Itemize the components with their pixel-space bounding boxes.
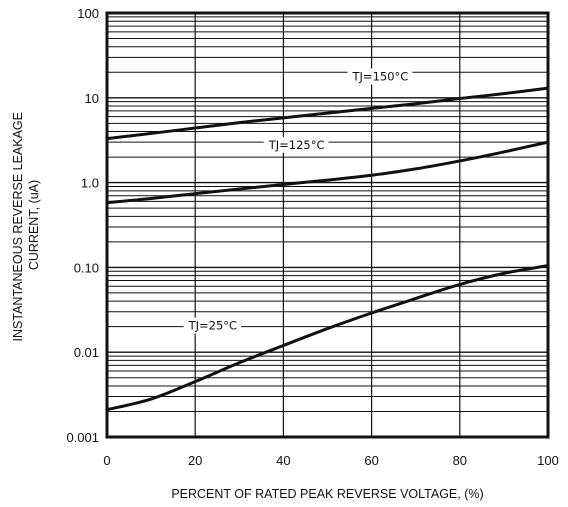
x-tick-label: 60 (364, 453, 378, 468)
series-label: TJ=150°C (352, 69, 409, 83)
series-label: TJ=25°C (188, 319, 237, 333)
x-axis-label: PERCENT OF RATED PEAK REVERSE VOLTAGE, (… (171, 487, 483, 501)
y-axis-label-line-1: INSTANTANEOUS REVERSE LEAKAGE (11, 112, 25, 341)
x-tick-label: 0 (103, 453, 110, 468)
series-line-0 (105, 86, 550, 141)
series-label: TJ=125°C (268, 138, 325, 152)
series-labels: TJ=150°C TJ=125°C TJ=25°C (183, 68, 413, 334)
plot-area-frame (105, 11, 550, 439)
grid (107, 13, 548, 438)
y-tick-label: 0.10 (74, 260, 99, 275)
series-lines (105, 86, 550, 412)
tick-labels: 0.001 0.01 0.10 1.0 10 100 0 20 40 60 80 100 (66, 6, 558, 468)
y-tick-label: 100 (77, 6, 99, 21)
x-tick-label: 40 (276, 453, 290, 468)
x-tick-label: 20 (188, 453, 202, 468)
x-tick-label: 80 (453, 453, 467, 468)
series-label-background (183, 317, 242, 334)
y-tick-label: 0.001 (66, 430, 99, 445)
y-tick-label: 1.0 (81, 176, 99, 191)
series-line-2 (105, 264, 550, 412)
y-axis-label-line-2: CURRENT, (uA) (27, 180, 41, 270)
y-tick-label: 0.01 (74, 345, 99, 360)
y-tick-label: 10 (85, 91, 99, 106)
y-axis-label: INSTANTANEOUS REVERSE LEAKAGE CURRENT, (… (11, 109, 41, 342)
x-tick-label: 100 (537, 453, 559, 468)
series-label-background (263, 136, 329, 153)
series-line-1 (105, 140, 550, 205)
series-label-background (347, 68, 413, 85)
